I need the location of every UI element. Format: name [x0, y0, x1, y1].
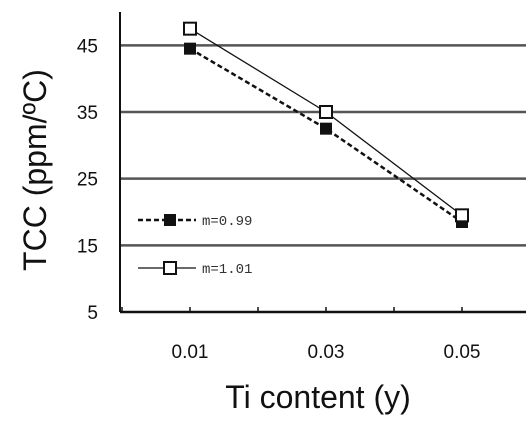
y-tick-label: 5: [87, 303, 98, 324]
series-line: [189, 47, 463, 224]
y-tick-label: 15: [77, 236, 98, 257]
legend-marker: [163, 261, 177, 275]
y-tick-label: 35: [77, 103, 98, 124]
legend-label: m=0.99: [202, 214, 252, 230]
legend: m=0.99 m=1.01: [138, 214, 252, 278]
x-tick-label: 0.05: [444, 342, 481, 363]
series-2: [183, 21, 469, 223]
data-point: [455, 208, 469, 223]
data-point: [319, 105, 333, 119]
series-1: [184, 42, 468, 228]
series-line: [189, 28, 463, 216]
y-tick-label: 25: [77, 170, 98, 191]
legend-item: m=1.01: [138, 261, 252, 278]
x-tick-label: 0.01: [172, 342, 209, 363]
x-axis-title: Ti content (y): [225, 379, 411, 415]
data-point: [183, 21, 197, 36]
axes: [119, 12, 526, 314]
series-group: [183, 21, 469, 228]
tick-labels: 5 15 25 35 45 0.01 0.03 0.05: [77, 36, 481, 363]
x-tick-label: 0.03: [308, 342, 345, 363]
data-point: [320, 122, 332, 135]
y-axis-title: TCC (ppm/ºC): [17, 69, 53, 271]
legend-item: m=0.99: [138, 214, 252, 230]
data-point: [184, 42, 196, 55]
legend-label: m=1.01: [202, 262, 252, 278]
legend-marker: [164, 214, 176, 226]
y-tick-label: 45: [77, 36, 98, 57]
